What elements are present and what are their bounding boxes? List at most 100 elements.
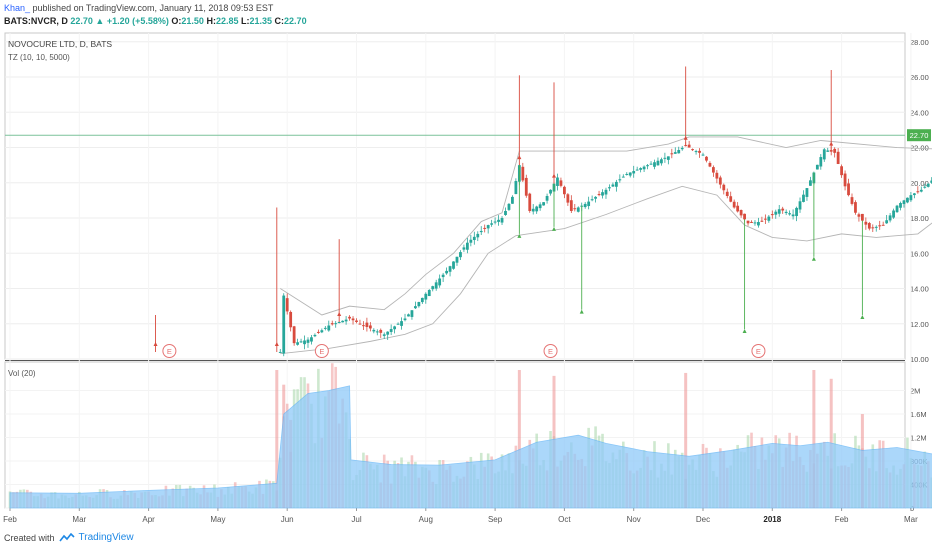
candle-body bbox=[895, 205, 899, 213]
down-arrow-marker bbox=[517, 155, 522, 160]
close-label: C: bbox=[274, 16, 285, 26]
candle-body bbox=[327, 325, 331, 331]
candle-body bbox=[334, 323, 338, 325]
high-label: H: bbox=[206, 16, 216, 26]
candle-body bbox=[438, 278, 442, 286]
last-price-tag bbox=[907, 129, 931, 142]
candle-body bbox=[763, 218, 767, 220]
time-axis-label: Jun bbox=[281, 515, 294, 524]
candle-body bbox=[736, 205, 740, 212]
price-axis-label: 24.00 bbox=[910, 108, 929, 117]
candle-body bbox=[673, 152, 677, 154]
candle-body bbox=[465, 242, 469, 250]
candle-body bbox=[400, 321, 403, 326]
candle-body bbox=[597, 194, 601, 196]
candle-body bbox=[635, 169, 639, 171]
candle-body bbox=[407, 314, 410, 317]
earnings-marker-label: E bbox=[548, 347, 553, 356]
time-axis-label: Apr bbox=[142, 515, 155, 524]
candle-body bbox=[715, 172, 719, 179]
volume-ma-area bbox=[9, 385, 932, 509]
candle-body bbox=[604, 189, 608, 195]
candle-body bbox=[784, 211, 788, 214]
time-axis-label: Jul bbox=[351, 515, 361, 524]
candle-body bbox=[854, 202, 857, 213]
candle-body bbox=[743, 213, 746, 220]
candle-body bbox=[867, 223, 871, 229]
candle-body bbox=[330, 323, 334, 325]
candle-body bbox=[722, 184, 726, 191]
candle-body bbox=[708, 162, 712, 167]
earnings-marker-icon bbox=[314, 344, 329, 358]
volume-axis-label: 0 bbox=[910, 504, 914, 513]
upper-band bbox=[280, 136, 932, 316]
author-link[interactable]: Khan_ bbox=[4, 3, 31, 13]
candle-body bbox=[292, 326, 296, 344]
candle-body bbox=[459, 252, 462, 258]
candle-body bbox=[434, 282, 438, 289]
time-axis-label: Mar bbox=[72, 515, 86, 524]
candle-body bbox=[545, 196, 549, 201]
publish-text: published on TradingView.com, January 11… bbox=[32, 3, 274, 13]
candle-body bbox=[445, 270, 448, 274]
candle-body bbox=[653, 162, 656, 167]
candle-body bbox=[791, 214, 795, 217]
candle-body bbox=[590, 199, 594, 201]
candle-body bbox=[472, 236, 476, 241]
last-price: 22.70 bbox=[70, 16, 93, 26]
lower-band bbox=[280, 185, 932, 355]
price-axis-label: 16.00 bbox=[910, 249, 929, 258]
candles bbox=[278, 140, 932, 357]
candle-body bbox=[500, 218, 504, 223]
candle-body bbox=[847, 183, 850, 196]
candle-body bbox=[542, 202, 546, 206]
candle-body bbox=[420, 297, 424, 303]
volume-spike-bar bbox=[812, 370, 816, 508]
candle-body bbox=[701, 154, 705, 156]
candle-body bbox=[362, 325, 365, 327]
candle-body bbox=[788, 213, 792, 215]
candle-body bbox=[559, 180, 563, 186]
candle-body bbox=[646, 165, 649, 167]
candle-body bbox=[493, 221, 497, 223]
candle-body bbox=[278, 351, 282, 353]
candle-body bbox=[833, 148, 837, 153]
candle-body bbox=[351, 318, 355, 321]
tradingview-brand[interactable]: TradingView bbox=[78, 532, 134, 543]
candle-body bbox=[843, 173, 847, 187]
down-arrow-marker bbox=[337, 311, 342, 316]
candle-body bbox=[316, 331, 320, 333]
candle-body bbox=[670, 153, 674, 155]
candle-body bbox=[916, 191, 920, 193]
time-axis-label: Feb bbox=[3, 515, 17, 524]
candle-body bbox=[601, 192, 604, 196]
last-price-tag-label: 22.70 bbox=[910, 131, 929, 140]
candle-body bbox=[389, 329, 393, 332]
candle-body bbox=[926, 183, 930, 187]
candle-body bbox=[535, 206, 539, 212]
candle-body bbox=[770, 214, 774, 216]
candle-body bbox=[621, 176, 625, 178]
price-axis-label: 28.00 bbox=[910, 38, 929, 47]
volume-axis-label: 1.2M bbox=[910, 434, 927, 443]
candle-body bbox=[677, 150, 681, 154]
time-axis-label: Oct bbox=[558, 515, 571, 524]
candle-body bbox=[521, 166, 525, 181]
candle-body bbox=[337, 321, 341, 323]
candle-body bbox=[368, 325, 372, 329]
candle-body bbox=[299, 341, 303, 343]
up-arrow-marker bbox=[552, 226, 557, 231]
low-value: 21.35 bbox=[249, 16, 273, 26]
candle-body bbox=[888, 215, 892, 221]
candle-body bbox=[393, 326, 397, 330]
candle-body bbox=[549, 189, 552, 194]
time-axis-label: Nov bbox=[627, 515, 641, 524]
candle-body bbox=[902, 200, 906, 205]
indicator-label: TZ (10, 10, 5000) bbox=[8, 53, 70, 62]
low-label: L: bbox=[241, 16, 250, 26]
candle-body bbox=[611, 184, 615, 187]
publish-info: Khan_ published on TradingView.com, Janu… bbox=[4, 3, 273, 13]
volume-label: Vol (20) bbox=[8, 369, 36, 378]
candle-body bbox=[767, 216, 771, 221]
